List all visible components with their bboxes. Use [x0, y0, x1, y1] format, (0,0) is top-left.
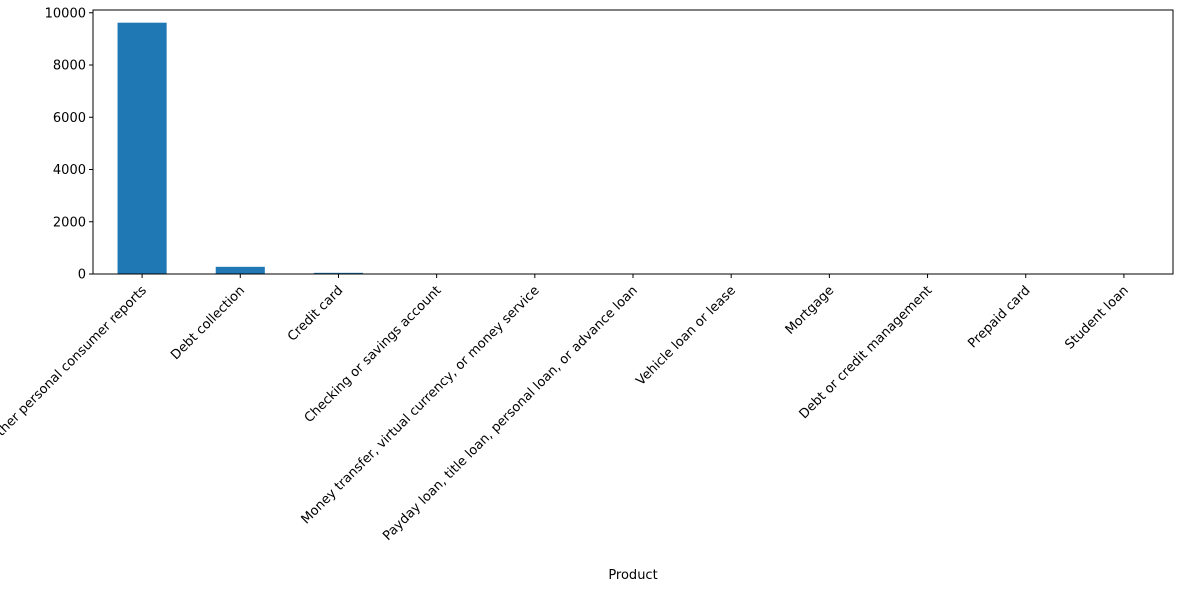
x-tick-label: Student loan	[1062, 283, 1131, 352]
bar-2	[216, 267, 265, 274]
y-tick-label: 6000	[53, 111, 86, 126]
bar-1	[118, 23, 167, 274]
y-tick-label: 10000	[45, 6, 86, 21]
x-tick-label: Mortgage	[783, 283, 838, 338]
x-tick-label: Prepaid card	[965, 283, 1033, 351]
x-axis: Credit reporting or other personal consu…	[0, 274, 1132, 544]
y-tick-label: 4000	[53, 163, 86, 178]
y-tick-label: 0	[78, 268, 86, 283]
x-tick-label: Money transfer, virtual currency, or mon…	[299, 283, 543, 527]
plot-frame	[93, 10, 1173, 274]
y-tick-label: 8000	[53, 59, 86, 74]
plot-area	[118, 23, 1149, 274]
x-tick-label: Credit card	[285, 283, 346, 344]
y-axis: 0 2000 4000 6000 8000 10000	[45, 6, 93, 282]
x-tick-label: Debt collection	[168, 283, 248, 363]
x-tick-label: Credit reporting or other personal consu…	[0, 283, 150, 533]
x-tick-label: Vehicle loan or lease	[633, 283, 739, 389]
y-tick-label: 2000	[53, 215, 86, 230]
x-axis-label: Product	[608, 568, 657, 583]
